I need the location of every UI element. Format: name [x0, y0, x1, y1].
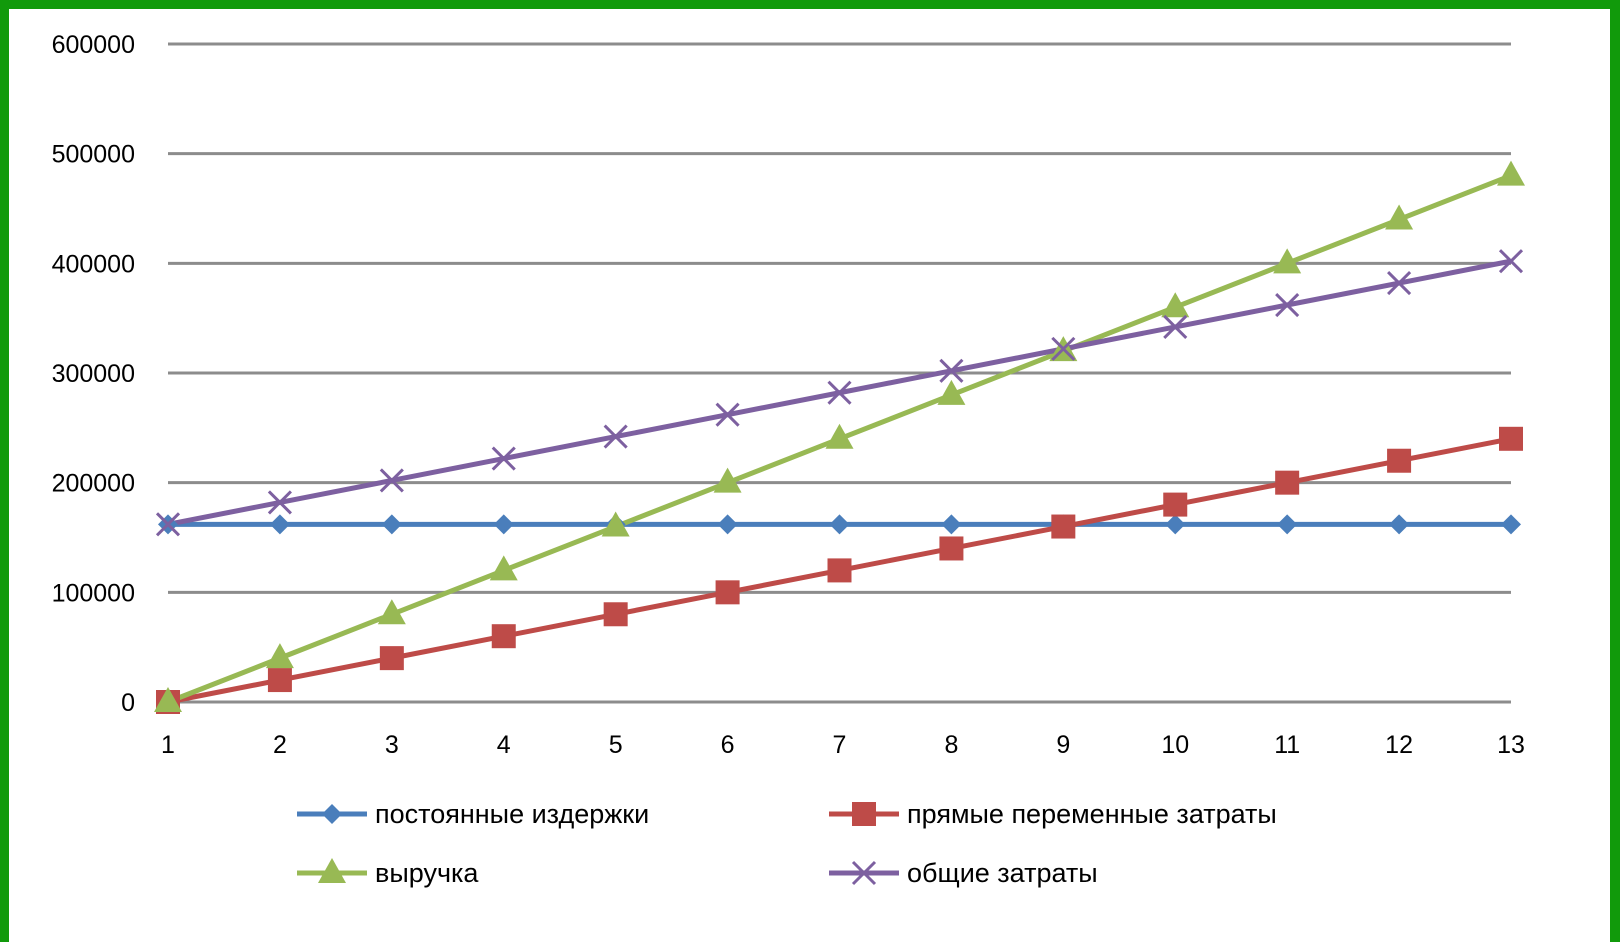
x-tick-label: 3 [385, 731, 399, 759]
data-point-2-4 [491, 624, 516, 649]
x-axis-ticks: 1 2 3 4 5 6 7 8 9 10 11 12 13 [161, 731, 1525, 759]
data-point-3-10 [1161, 292, 1190, 318]
legend-label: общие затраты [907, 858, 1098, 888]
data-point-1-10 [1165, 514, 1186, 535]
legend-marker [318, 858, 346, 883]
data-point-4-4 [491, 446, 516, 471]
y-axis-ticks: 0 100000 200000 300000 400000 500000 600000 [52, 31, 135, 717]
data-point-3-11 [1273, 248, 1302, 274]
data-point-2-12 [1387, 448, 1412, 473]
data-point-1-13 [1501, 514, 1521, 535]
series-markers [154, 160, 1525, 714]
data-point-1-4 [493, 514, 514, 535]
legend-label: постоянные издержки [375, 799, 649, 829]
y-tick-label: 500000 [52, 141, 135, 169]
data-point-4-8 [939, 358, 964, 383]
legend-marker [322, 804, 342, 824]
data-point-4-6 [715, 402, 740, 427]
data-point-4-7 [827, 380, 852, 405]
data-point-4-9 [1051, 336, 1076, 361]
data-point-3-6 [713, 467, 742, 493]
x-tick-label: 9 [1056, 731, 1070, 759]
data-point-1-6 [717, 514, 738, 535]
x-tick-label: 1 [161, 731, 175, 759]
data-point-1-11 [1277, 514, 1298, 535]
data-point-1-7 [829, 514, 850, 535]
data-point-4-1 [155, 512, 181, 537]
y-tick-label: 300000 [52, 360, 135, 388]
data-point-2-7 [827, 558, 852, 583]
legend-marker [852, 802, 876, 826]
x-tick-label: 8 [944, 731, 958, 759]
data-point-2-11 [1275, 470, 1300, 495]
x-tick-label: 13 [1497, 731, 1525, 759]
y-tick-label: 200000 [52, 470, 135, 498]
data-point-3-4 [489, 555, 518, 581]
y-tick-label: 100000 [52, 579, 135, 607]
x-tick-label: 2 [273, 731, 287, 759]
y-tick-label: 600000 [52, 31, 135, 59]
legend: постоянные издержки прямые переменные зат… [297, 799, 1277, 888]
data-point-3-3 [377, 599, 406, 625]
data-point-4-10 [1163, 314, 1188, 340]
data-point-2-13 [1499, 426, 1523, 451]
data-point-4-13 [1498, 249, 1524, 274]
data-point-2-9 [1051, 514, 1076, 539]
data-point-4-3 [379, 468, 404, 493]
x-tick-label: 10 [1161, 731, 1189, 759]
data-point-3-5 [601, 511, 630, 537]
data-point-1-3 [381, 514, 402, 535]
x-tick-label: 7 [833, 731, 847, 759]
data-point-1-12 [1389, 514, 1410, 535]
x-tick-label: 12 [1385, 731, 1413, 759]
gridlines [168, 42, 1511, 704]
data-point-2-3 [379, 646, 404, 671]
data-point-4-12 [1387, 271, 1412, 296]
data-point-3-7 [825, 423, 854, 449]
data-point-1-8 [941, 514, 962, 535]
data-point-3-13 [1497, 160, 1525, 186]
legend-marker [851, 860, 877, 886]
data-point-4-2 [267, 490, 292, 515]
legend-label: выручка [375, 858, 479, 888]
data-point-2-10 [1163, 492, 1188, 517]
data-point-1-2 [269, 514, 290, 535]
data-point-3-2 [265, 643, 294, 669]
y-tick-label: 400000 [52, 250, 135, 278]
data-point-2-6 [715, 580, 740, 605]
y-tick-label: 0 [121, 689, 135, 717]
x-tick-label: 6 [721, 731, 735, 759]
data-point-2-2 [267, 668, 292, 693]
data-point-3-12 [1385, 204, 1414, 230]
x-tick-label: 11 [1274, 731, 1300, 759]
legend-label: прямые переменные затраты [907, 799, 1277, 829]
data-point-3-1 [154, 687, 182, 712]
data-point-4-11 [1275, 292, 1300, 318]
data-point-4-5 [603, 424, 628, 449]
data-point-3-8 [937, 379, 966, 405]
x-tick-label: 5 [609, 731, 623, 759]
x-tick-label: 4 [497, 731, 511, 759]
data-point-2-5 [603, 602, 628, 627]
data-point-2-8 [939, 536, 964, 561]
